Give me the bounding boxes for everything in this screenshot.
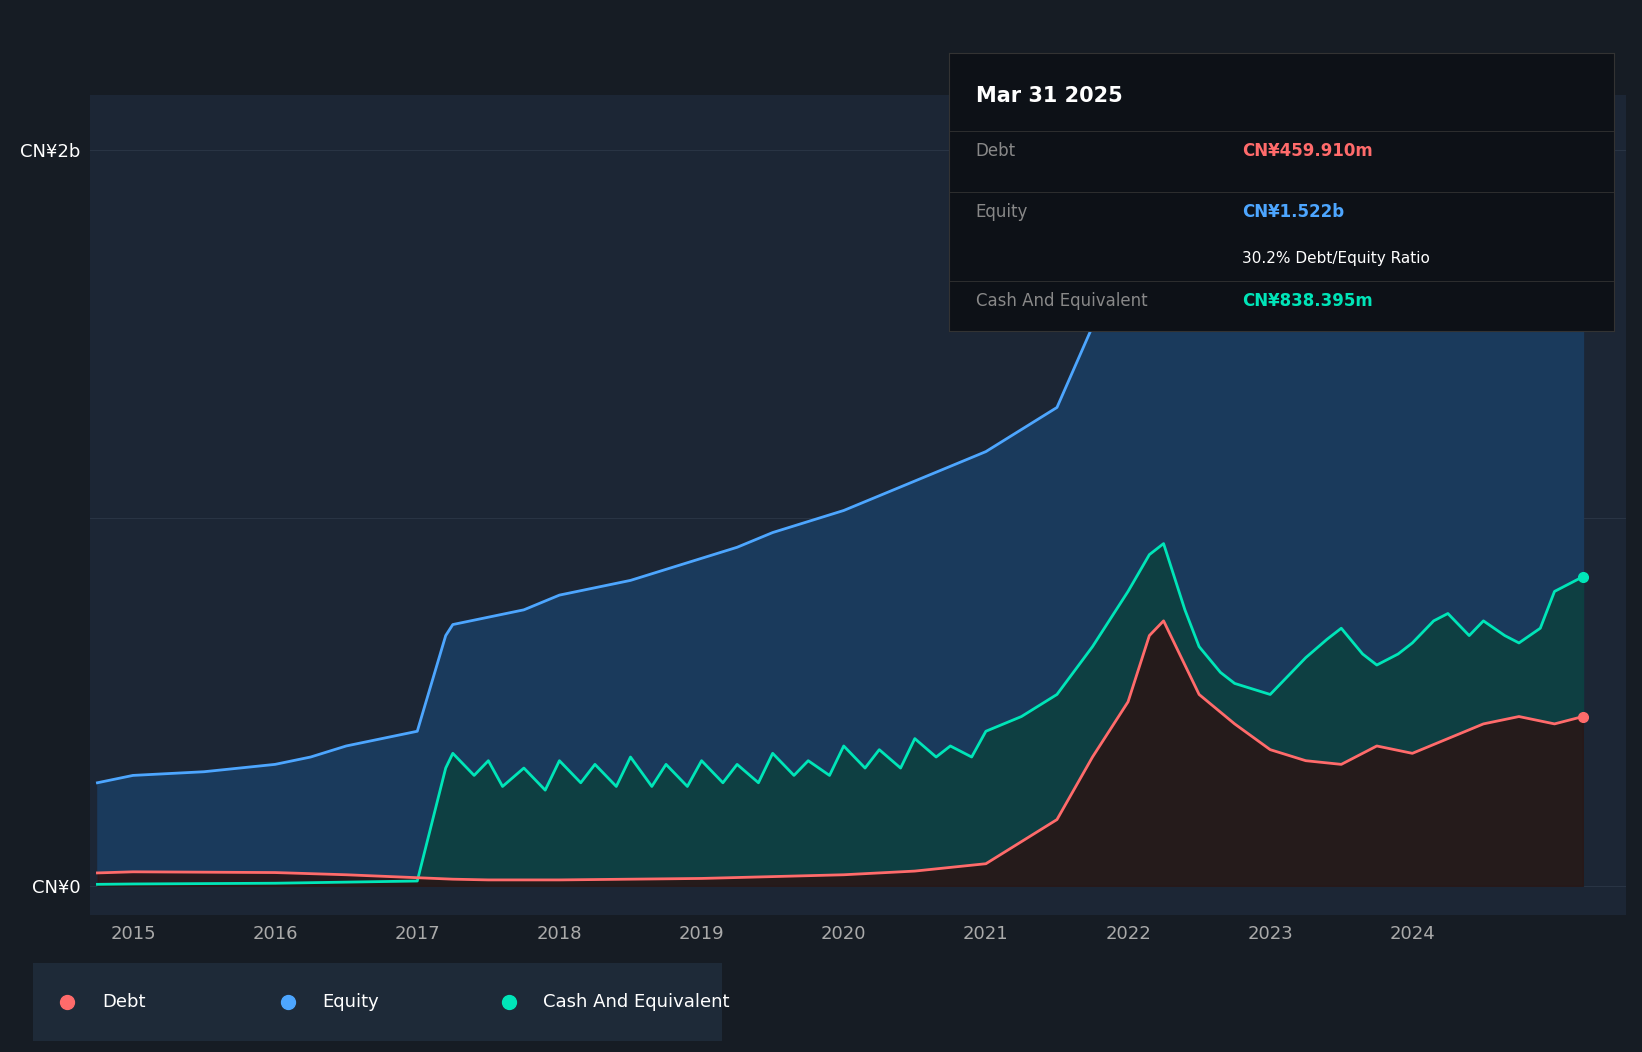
Text: Equity: Equity [322, 993, 379, 1011]
Text: CN¥1.522b: CN¥1.522b [1241, 203, 1343, 221]
Text: Debt: Debt [102, 993, 144, 1011]
Text: Cash And Equivalent: Cash And Equivalent [544, 993, 729, 1011]
Text: CN¥838.395m: CN¥838.395m [1241, 292, 1373, 310]
Text: CN¥459.910m: CN¥459.910m [1241, 142, 1373, 160]
Text: Equity: Equity [975, 203, 1028, 221]
Text: Debt: Debt [975, 142, 1016, 160]
Text: Mar 31 2025: Mar 31 2025 [975, 86, 1123, 106]
Text: 30.2% Debt/Equity Ratio: 30.2% Debt/Equity Ratio [1241, 250, 1430, 265]
Text: Cash And Equivalent: Cash And Equivalent [975, 292, 1148, 310]
